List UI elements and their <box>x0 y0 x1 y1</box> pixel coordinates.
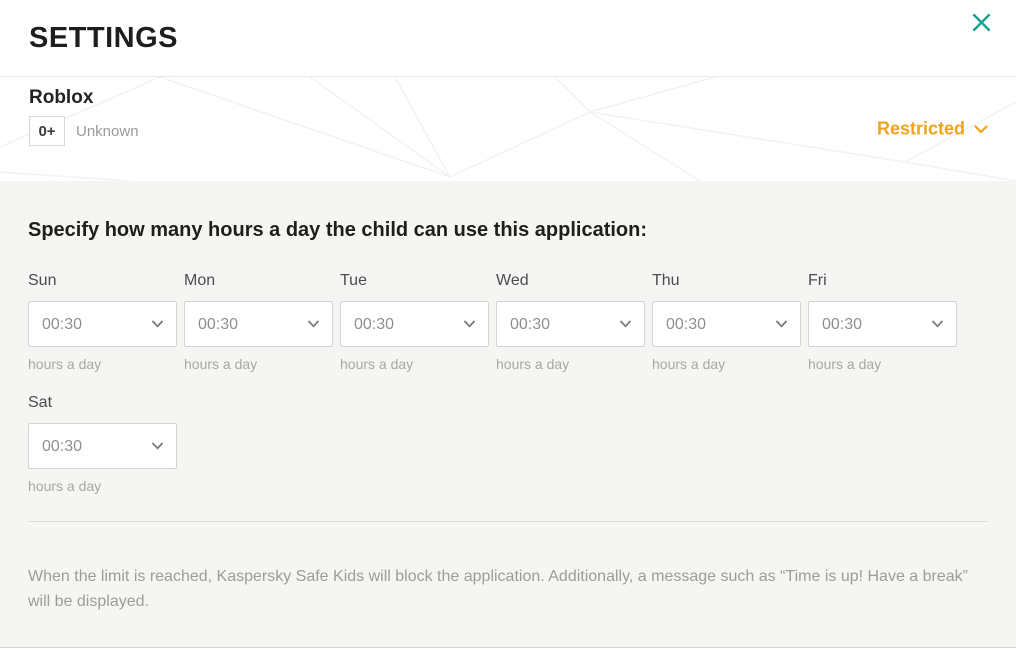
hours-a-day-label: hours a day <box>808 356 882 372</box>
day-cell: Fri 00:30 hours a day <box>808 272 957 372</box>
close-icon <box>972 13 991 32</box>
day-cell: Sat 00:30 hours a day <box>28 394 177 494</box>
time-limit-select-tue[interactable]: 00:30 <box>340 301 489 347</box>
app-info: Roblox 0+ Unknown <box>29 87 139 146</box>
bottom-strip <box>0 648 1016 658</box>
time-limit-panel: Specify how many hours a day the child c… <box>0 181 1016 648</box>
hours-a-day-label: hours a day <box>652 356 726 372</box>
dialog-header: SETTINGS <box>0 0 1016 77</box>
app-category: Unknown <box>76 122 139 140</box>
hours-a-day-label: hours a day <box>28 356 102 372</box>
time-limit-select-sat[interactable]: 00:30 <box>28 423 177 469</box>
day-cell: Sun 00:30 hours a day <box>28 272 177 372</box>
restriction-dropdown[interactable]: Restricted <box>877 119 988 140</box>
app-meta: 0+ Unknown <box>29 116 139 146</box>
time-limit-select-sun[interactable]: 00:30 <box>28 301 177 347</box>
time-limit-select-fri[interactable]: 00:30 <box>808 301 957 347</box>
section-heading: Specify how many hours a day the child c… <box>28 219 648 241</box>
day-label: Mon <box>184 272 216 289</box>
day-label: Sun <box>28 272 57 289</box>
day-cell: Mon 00:30 hours a day <box>184 272 333 372</box>
chevron-down-icon <box>974 124 988 133</box>
day-cell: Wed 00:30 hours a day <box>496 272 645 372</box>
time-limit-select-wrap: 00:30 <box>28 301 177 347</box>
app-name: Roblox <box>29 87 94 108</box>
app-banner: Roblox 0+ Unknown Restricted <box>0 77 1016 181</box>
time-limit-select-wrap: 00:30 <box>496 301 645 347</box>
page-title: SETTINGS <box>29 21 179 54</box>
time-limit-select-wrap: 00:30 <box>340 301 489 347</box>
day-cell: Thu 00:30 hours a day <box>652 272 801 372</box>
day-label: Sat <box>28 394 53 411</box>
banner-pattern <box>0 77 1016 181</box>
time-limit-select-wrap: 00:30 <box>184 301 333 347</box>
time-limit-select-mon[interactable]: 00:30 <box>184 301 333 347</box>
limit-note: When the limit is reached, Kaspersky Saf… <box>28 568 968 610</box>
restriction-label: Restricted <box>876 118 965 139</box>
time-limit-select-wrap: 00:30 <box>808 301 957 347</box>
day-label: Fri <box>808 272 827 289</box>
time-limit-select-wed[interactable]: 00:30 <box>496 301 645 347</box>
time-limit-select-wrap: 00:30 <box>28 423 177 469</box>
hours-a-day-label: hours a day <box>184 356 258 372</box>
time-limit-select-thu[interactable]: 00:30 <box>652 301 801 347</box>
day-cell: Tue 00:30 hours a day <box>340 272 489 372</box>
hours-a-day-label: hours a day <box>28 478 102 494</box>
hours-a-day-label: hours a day <box>340 356 414 372</box>
day-label: Thu <box>652 272 680 289</box>
hours-a-day-label: hours a day <box>496 356 570 372</box>
time-limit-select-wrap: 00:30 <box>652 301 801 347</box>
day-label: Tue <box>340 272 367 289</box>
day-grid: Sun 00:30 hours a day Mon 00:30 hours a … <box>28 272 978 494</box>
age-rating-badge: 0+ <box>29 116 65 146</box>
close-button[interactable] <box>969 10 994 35</box>
day-label: Wed <box>496 272 529 289</box>
divider <box>28 521 988 522</box>
